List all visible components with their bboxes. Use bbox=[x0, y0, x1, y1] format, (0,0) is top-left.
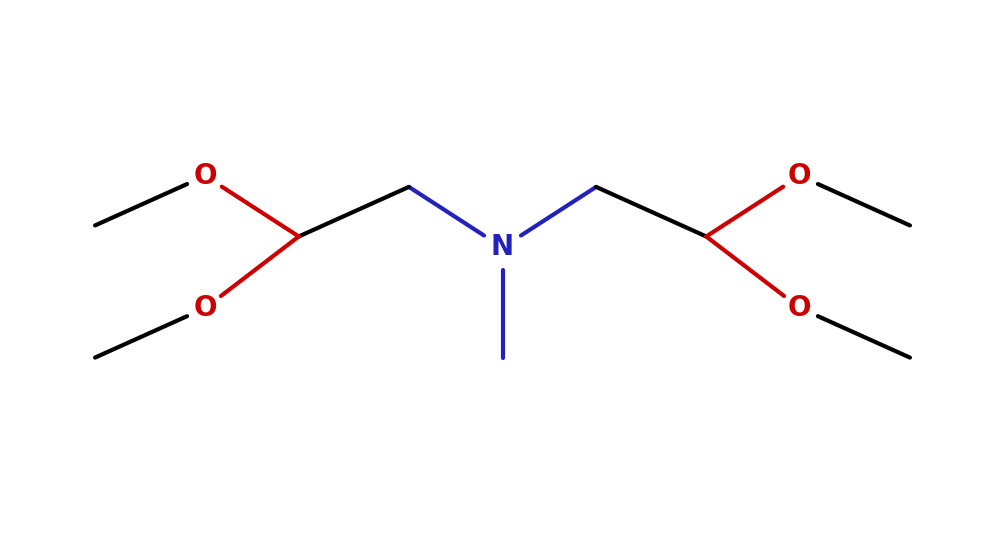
Text: O: O bbox=[193, 162, 217, 190]
Text: N: N bbox=[490, 233, 515, 261]
Text: O: O bbox=[788, 162, 812, 190]
Text: O: O bbox=[193, 294, 217, 322]
Text: O: O bbox=[788, 294, 812, 322]
